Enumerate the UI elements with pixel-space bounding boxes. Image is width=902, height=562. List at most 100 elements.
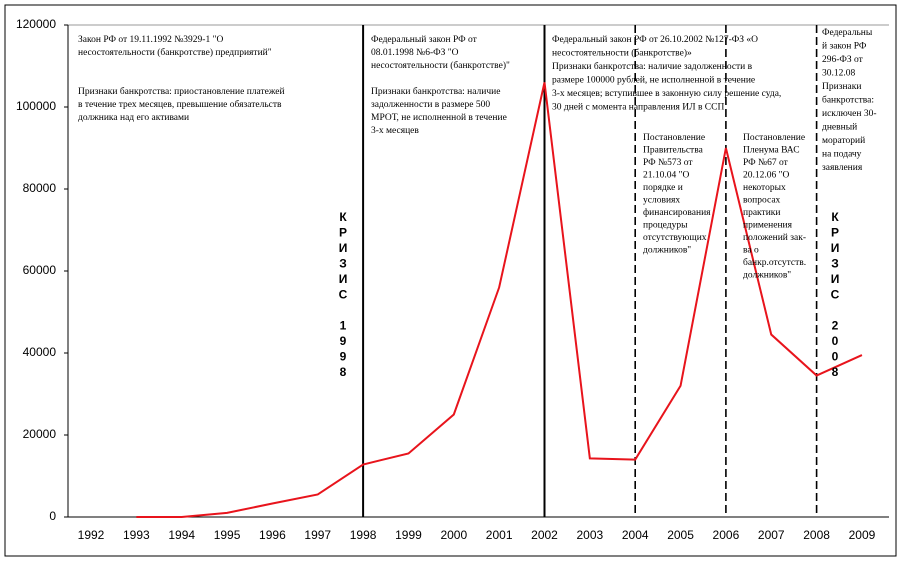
crisis-letter: И	[831, 241, 840, 255]
x-tick-label: 2001	[486, 528, 513, 542]
annotation-text: РФ №67 от	[743, 158, 789, 168]
annotation-text: Постановление	[643, 133, 705, 143]
x-tick-label: 2007	[758, 528, 785, 542]
y-tick-label: 120000	[16, 17, 56, 31]
annotation-text: в течение трех месяцев, превышение обяза…	[78, 99, 282, 110]
x-tick-label: 1999	[395, 528, 422, 542]
annotation-text: банкр.отсутств.	[743, 257, 806, 268]
annotation-text: Постановление	[743, 133, 805, 143]
crisis-letter: К	[339, 210, 347, 224]
crisis-letter: 8	[340, 365, 347, 379]
x-tick-label: 2003	[576, 528, 603, 542]
x-tick-label: 2002	[531, 528, 558, 542]
crisis-letter: Р	[339, 226, 347, 240]
crisis-letter: 2	[832, 319, 839, 333]
annotation-text: РФ №573 от	[643, 158, 693, 168]
crisis-letter	[833, 303, 836, 317]
crisis-letter: И	[339, 241, 348, 255]
data-line	[136, 82, 863, 518]
crisis-letter: 8	[832, 365, 839, 379]
annotation-text: МРОТ, не исполненной в течение	[371, 112, 507, 123]
crisis-letter: И	[831, 272, 840, 286]
annotation-text: задолженности в размере 500	[371, 100, 490, 110]
annotation-text: должников"	[743, 271, 791, 281]
annotation-text: Пленума ВАС	[743, 146, 800, 156]
x-tick-label: 2000	[440, 528, 467, 542]
crisis-letter: Р	[831, 226, 839, 240]
annotation-text: банкротства:	[822, 95, 874, 106]
annotation-text: исключен 30-	[822, 109, 877, 119]
crisis-letter: З	[339, 257, 347, 271]
annotation-text: вопросах	[743, 196, 781, 206]
annotation-text: финансирования	[643, 207, 711, 218]
annotation-text: применения	[743, 221, 793, 231]
annotation-text: 30.12.08	[822, 69, 856, 79]
annotation-text: 3-х месяцев; вступившее в законную силу …	[552, 89, 781, 99]
x-tick-label: 1996	[259, 528, 286, 542]
annotation-text: 21.10.04 "О	[643, 171, 690, 181]
annotation-text: размере 100000 рублей, не исполненной в …	[552, 75, 755, 86]
annotation-text: Признаки	[822, 82, 861, 92]
frame	[4, 4, 897, 557]
annotation-text: условиях	[643, 196, 680, 206]
annotation-text: 3-х месяцев	[371, 126, 419, 136]
crisis-letter: 9	[340, 334, 347, 348]
annotation-text: практики	[743, 208, 780, 218]
annotation-text: заявления	[822, 163, 863, 173]
x-tick-label: 1998	[350, 528, 377, 542]
annotation-text: должника над его активами	[78, 113, 189, 123]
annotation-text: некоторых	[743, 183, 786, 193]
annotation-text: дневный	[822, 122, 857, 133]
annotation-text: несостоятельности (банкротстве) предприя…	[78, 47, 272, 58]
x-tick-label: 1994	[168, 528, 195, 542]
annotation-text: отсутствующих	[643, 233, 707, 243]
annotation-text: Правительства	[643, 146, 704, 156]
annotation-text: Признаки банкротства: приостановление пл…	[78, 86, 285, 97]
annotation-text: несостоятельности (банкротстве)»	[552, 48, 692, 59]
annotation-text: Признаки банкротства: наличие	[371, 86, 500, 97]
y-tick-label: 0	[49, 509, 56, 523]
x-tick-label: 2006	[713, 528, 740, 542]
y-tick-label: 100000	[16, 99, 56, 113]
x-tick-label: 2005	[667, 528, 694, 542]
annotation-text: процедуры	[643, 221, 688, 231]
crisis-letter	[341, 303, 344, 317]
y-tick-label: 20000	[23, 427, 57, 441]
x-tick-label: 2009	[849, 528, 876, 542]
x-tick-label: 1993	[123, 528, 150, 542]
annotation-text: Федеральный закон РФ от 26.10.2002 №127-…	[552, 34, 758, 45]
crisis-letter: И	[339, 272, 348, 286]
annotation-text: 30 дней с момента направления ИЛ в ССП	[552, 102, 724, 113]
annotation-text: Федеральны	[822, 28, 873, 38]
annotation-text: Федеральный закон РФ от	[371, 34, 478, 45]
crisis-letter: К	[831, 210, 839, 224]
y-tick-label: 80000	[23, 181, 57, 195]
crisis-letter: 9	[340, 350, 347, 364]
x-tick-label: 2008	[803, 528, 830, 542]
crisis-letter: 0	[832, 334, 839, 348]
x-tick-label: 1995	[214, 528, 241, 542]
crisis-letter: З	[831, 257, 839, 271]
crisis-letter: 0	[832, 350, 839, 364]
annotation-text: несостоятельности (банкротстве)"	[371, 60, 510, 71]
annotation-text: Признаки банкротства: наличие задолженно…	[552, 61, 753, 72]
annotation-text: мораторий	[822, 135, 865, 146]
annotation-text: 296-ФЗ от	[822, 55, 864, 65]
annotation-text: 08.01.1998 №6-ФЗ "О	[371, 48, 459, 58]
x-tick-label: 1992	[78, 528, 105, 542]
crisis-letter: С	[831, 288, 840, 302]
crisis-letter: 1	[340, 319, 347, 333]
annotation-text: Закон РФ от 19.11.1992 №3929-1 "О	[78, 35, 223, 45]
annotation-text: должников"	[643, 246, 691, 256]
annotation-text: й закон РФ	[822, 41, 867, 52]
annotation-text: на подачу	[822, 150, 862, 160]
annotation-text: положений зак-	[743, 232, 806, 243]
y-tick-label: 60000	[23, 263, 57, 277]
x-tick-label: 1997	[304, 528, 331, 542]
annotation-text: 20.12.06 "О	[743, 171, 790, 181]
x-tick-label: 2004	[622, 528, 649, 542]
annotation-text: порядке и	[643, 183, 683, 193]
